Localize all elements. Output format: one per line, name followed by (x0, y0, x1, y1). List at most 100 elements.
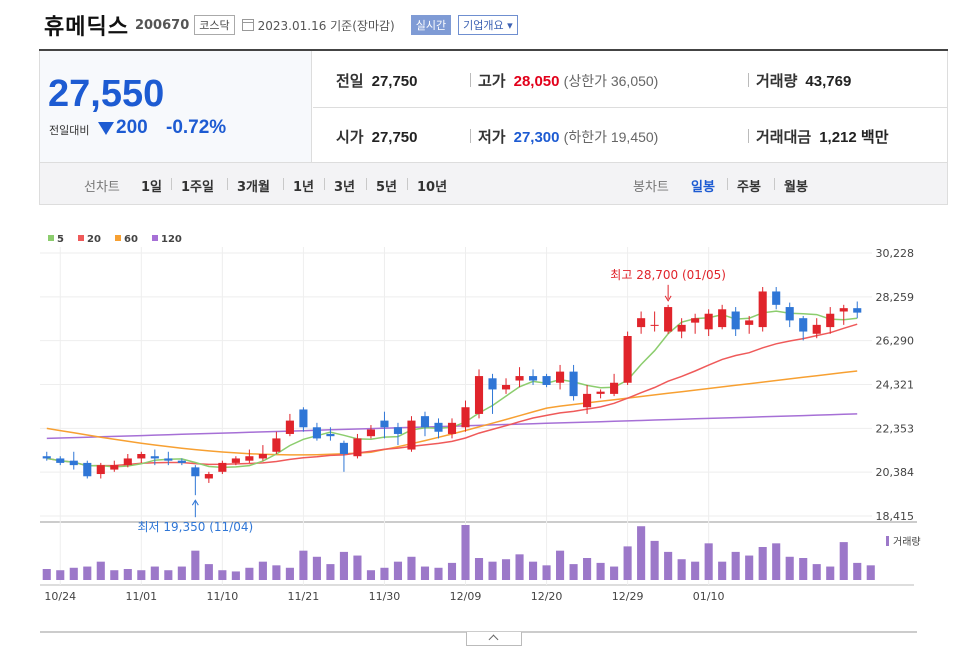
period-1d[interactable]: 1일 (141, 180, 163, 195)
period-3y[interactable]: 3년 (334, 180, 356, 195)
min-price-annotation: 최저 19,350 (11/04) (138, 520, 254, 534)
period-3m[interactable]: 3개월 (237, 180, 270, 195)
quote-row-divider (313, 107, 947, 108)
volume-bar (191, 550, 200, 580)
high-label: 고가 (478, 73, 506, 90)
volume-bar (515, 554, 524, 580)
calendar-icon (241, 19, 254, 31)
period-10y[interactable]: 10년 (417, 180, 448, 195)
amount-label: 거래대금 (756, 129, 812, 146)
legend-swatch-60 (115, 235, 121, 241)
y-tick-label: 30,228 (876, 247, 915, 260)
volume-bar (204, 564, 213, 580)
candle-body (488, 378, 497, 390)
volume-bar (366, 570, 376, 580)
line-chart-label: 선차트 (84, 180, 120, 195)
volume-bar (664, 551, 673, 580)
period-5y[interactable]: 5년 (376, 180, 398, 195)
volume-bar (704, 543, 713, 580)
candle-body (191, 467, 200, 477)
volume-bar (56, 570, 65, 580)
realtime-button[interactable]: 실시간 (410, 15, 452, 35)
candle-body (231, 458, 240, 463)
candle-body (393, 427, 403, 434)
candle-body (339, 442, 348, 454)
candle-body (826, 313, 835, 328)
candle-body (474, 376, 484, 414)
volume-bar (650, 540, 659, 580)
volume-bar (339, 551, 348, 580)
change-percent: -0.72% (166, 117, 227, 138)
open-value: 27,750 (371, 129, 418, 146)
candle-body (718, 309, 727, 328)
candle-body (204, 474, 213, 479)
candle-body (501, 384, 511, 390)
volume-bar (177, 566, 186, 580)
current-price: 27,550 (48, 73, 165, 115)
candle-weekly[interactable]: 주봉 (737, 180, 761, 195)
volume-bar (623, 546, 632, 580)
candle-body (610, 382, 619, 394)
candle-body (285, 420, 294, 434)
volume-bar (569, 564, 578, 580)
stock-code: 200670 (134, 17, 190, 33)
x-tick-label: 11/10 (207, 590, 239, 603)
volume-bar (150, 566, 159, 580)
candle-body (110, 465, 119, 470)
candle-body (69, 460, 78, 466)
candle-body (528, 376, 538, 381)
cell-divider (470, 73, 471, 87)
candle-body (785, 307, 794, 321)
low-value: 27,300 (513, 129, 560, 146)
volume-bar (826, 566, 835, 580)
candle-daily[interactable]: 일봉 (691, 180, 715, 195)
volume-bar (285, 567, 294, 580)
legend-swatch-120 (152, 235, 158, 241)
stock-name: 휴메딕스 (44, 15, 129, 40)
x-tick-label: 12/20 (531, 590, 563, 603)
volume-bar (785, 556, 794, 580)
volume-bar (731, 551, 740, 580)
candle-monthly[interactable]: 월봉 (784, 180, 808, 195)
volume-bar (718, 561, 727, 580)
candle-body (664, 307, 673, 332)
stock-chart-svg: 30,228 28,259 26,290 24,321 22,353 20,384 18,4… (40, 234, 921, 633)
candle-body (366, 429, 376, 437)
volume-bar (42, 569, 51, 580)
candle-body (407, 420, 416, 450)
volume-bar (110, 570, 119, 580)
y-tick-label: 26,290 (876, 335, 915, 348)
max-price-annotation: 최고 28,700 (01/05) (610, 268, 726, 282)
candle-body (799, 318, 808, 332)
y-tick-label: 24,321 (876, 379, 915, 392)
candle-body (299, 409, 308, 428)
ma60-line (46, 370, 858, 456)
volume-bar (353, 555, 362, 580)
volume-bar (758, 547, 767, 580)
period-1w[interactable]: 1주일 (181, 180, 214, 195)
volume-bar (380, 567, 389, 580)
candle-body (380, 420, 389, 428)
legend-label-5: 5 (57, 234, 64, 245)
candle-body (96, 465, 105, 475)
volume-bar (799, 558, 808, 580)
period-1y[interactable]: 1년 (293, 180, 315, 195)
volume-bar (434, 567, 443, 580)
prev-close-label: 전일 (336, 73, 364, 90)
chart-collapse-handle[interactable] (466, 632, 522, 646)
candle-body (42, 456, 51, 459)
volume-bar (542, 565, 551, 580)
candle-body (258, 453, 267, 459)
volume-bar (69, 567, 78, 580)
x-tick-label: 11/01 (125, 590, 157, 603)
candle-body (583, 393, 592, 408)
candle-body (556, 371, 565, 383)
corp-info-dropdown[interactable]: 기업개요 ▾ (458, 15, 518, 35)
x-tick-label: 11/21 (288, 590, 320, 603)
volume-bar (83, 566, 92, 580)
amount-value: 1,212 (819, 129, 857, 146)
volume-bar (745, 555, 754, 580)
candle-body (637, 318, 646, 328)
volume-bar (866, 565, 875, 580)
volume-bar (272, 565, 281, 580)
